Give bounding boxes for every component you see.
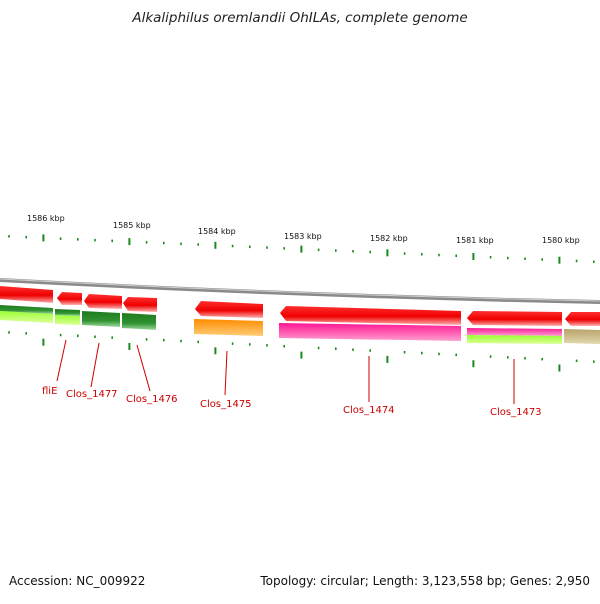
- kbp-label: 1581 kbp: [456, 236, 494, 245]
- kbp-label: 1584 kbp: [198, 227, 236, 236]
- gene-arrow-fliE-region[interactable]: [0, 286, 53, 303]
- outer-tick-marks: [8, 234, 595, 264]
- gene-arrow-clos1473[interactable]: [467, 311, 562, 326]
- gene-label-clos1474[interactable]: Clos_1474: [343, 405, 395, 416]
- gene-arrow-clos1477[interactable]: [84, 294, 122, 309]
- cog-bar-lime: [0, 311, 53, 323]
- gene-label-clos1473[interactable]: Clos_1473: [490, 407, 542, 418]
- gene-label-clos1477[interactable]: Clos_1477: [66, 389, 118, 400]
- gene-labels: fliE Clos_1477 Clos_1476 Clos_1475 Clos_…: [42, 386, 542, 418]
- genome-summary-text: Topology: circular; Length: 3,123,558 bp…: [260, 574, 590, 588]
- gene-label-clos1476[interactable]: Clos_1476: [126, 394, 178, 405]
- gene-label-clos1475[interactable]: Clos_1475: [200, 399, 252, 410]
- cog-bar-lime: [467, 335, 562, 344]
- kbp-label: 1580 kbp: [542, 236, 580, 245]
- cog-track: [0, 305, 600, 344]
- cog-bar-green: [0, 305, 53, 314]
- gene-arrow-clos1474[interactable]: [280, 306, 461, 325]
- gene-label-fliE[interactable]: fliE: [42, 386, 57, 397]
- genome-title: Alkaliphilus oremlandii OhILAs, complete…: [132, 10, 468, 26]
- kbp-label: 1583 kbp: [284, 232, 322, 241]
- cog-bar-orange: [194, 319, 263, 336]
- kbp-scale-labels: 1586 kbp 1585 kbp 1584 kbp 1583 kbp 1582 kbp…: [27, 214, 580, 245]
- cog-bar-pink: [279, 323, 461, 341]
- gene-arrow-next[interactable]: [565, 312, 600, 326]
- kbp-label: 1585 kbp: [113, 221, 151, 230]
- inner-tick-marks: [8, 331, 595, 372]
- genome-backbone: [0, 278, 600, 304]
- accession-text: Accession: NC_009922: [9, 574, 146, 588]
- gene-arrow-clos1476[interactable]: [123, 297, 157, 312]
- gene-track: [0, 286, 600, 326]
- gene-arrow-fliE[interactable]: [57, 292, 82, 305]
- cog-bar-khaki: [564, 329, 600, 344]
- cog-bar-green: [82, 311, 120, 327]
- cog-bar-lime: [55, 315, 80, 325]
- genome-backbone-highlight: [0, 278, 600, 302]
- kbp-label: 1586 kbp: [27, 214, 65, 223]
- kbp-label: 1582 kbp: [370, 234, 408, 243]
- cog-bar-green: [55, 309, 80, 316]
- cog-bar-pink: [467, 328, 562, 336]
- gene-arrow-clos1475[interactable]: [195, 301, 263, 318]
- label-leaders: [56, 339, 515, 404]
- cog-bar-green: [122, 313, 156, 330]
